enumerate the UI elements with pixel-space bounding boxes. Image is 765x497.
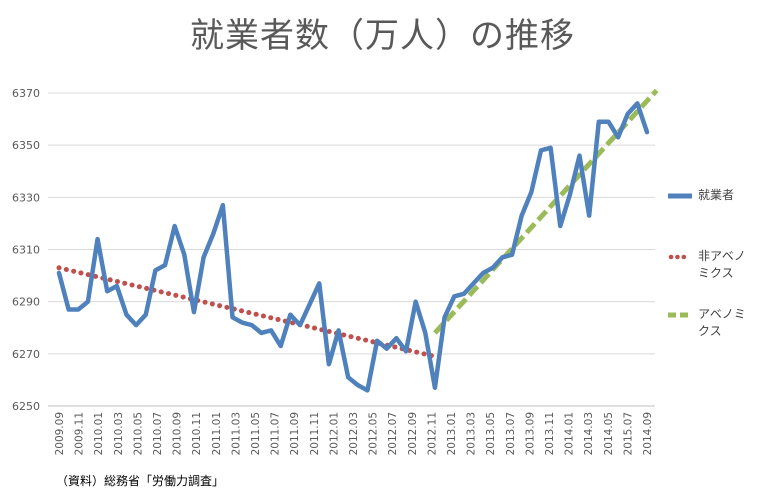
x-tick-label: 2014.03: [583, 412, 595, 455]
y-tick-label: 6250: [12, 400, 40, 413]
y-tick-label: 6350: [12, 139, 40, 152]
x-tick-label: 2013.11: [544, 412, 556, 455]
series-lines: [56, 101, 650, 393]
y-tick-label: 6310: [12, 244, 40, 257]
legend-label: アベノミクス: [698, 307, 746, 338]
gridlines: [48, 92, 655, 407]
legend-item-employed: 就業者: [668, 187, 750, 204]
x-tick-label: 2012.01: [328, 412, 340, 455]
source-note: （資料）総務省「労働力調査」: [56, 474, 225, 488]
y-tick-label: 6370: [12, 87, 40, 100]
x-tick-label: 2010.03: [113, 412, 125, 455]
x-tick-label: 2011.07: [270, 412, 282, 455]
x-tick-label: 2011.03: [230, 412, 242, 455]
x-tick-label: 2015.07: [622, 412, 634, 455]
legend-swatch-solid: [668, 193, 692, 199]
y-tick-labels: 6250 6270 6290 6310 6330 6350 6370: [12, 87, 40, 413]
x-tick-label: 2013.07: [505, 412, 517, 455]
legend-label: 非アベノミクス: [698, 249, 746, 280]
y-tick-label: 6270: [12, 348, 40, 361]
x-tick-label: 2014.09: [642, 412, 654, 455]
x-tick-label: 2012.03: [348, 412, 360, 455]
x-tick-label: 2009.09: [54, 412, 66, 455]
legend-swatch-dotted: [668, 254, 692, 260]
x-tick-label: 2010.01: [93, 412, 105, 455]
trend-lines: [56, 88, 659, 359]
x-tick-label: 2010.11: [191, 412, 203, 455]
series-line: [56, 101, 650, 393]
x-tick-label: 2012.07: [387, 412, 399, 455]
trend-line: [56, 265, 438, 359]
x-tick-label: 2013.01: [446, 412, 458, 455]
x-tick-label: 2011.09: [289, 412, 301, 455]
x-tick-label: 2012.09: [407, 412, 419, 455]
x-tick-label: 2011.05: [250, 412, 262, 455]
x-tick-label: 2010.07: [152, 412, 164, 455]
y-tick-label: 6290: [12, 296, 40, 309]
x-tick-labels: 2009.09 2009.11 2010.01 2010.03 2010.05 2010.…: [54, 412, 654, 455]
legend-item-non-abenomics: 非アベノミクス: [668, 248, 750, 282]
x-tick-label: 2010.09: [172, 412, 184, 455]
x-tick-label: 2010.05: [132, 412, 144, 455]
x-tick-label: 2013.03: [466, 412, 478, 455]
x-tick-label: 2011.11: [309, 412, 321, 455]
chart-title: 就業者数（万人）の推移: [190, 16, 575, 56]
legend-item-abenomics: アベノミクス: [668, 306, 750, 340]
x-tick-label: 2014.01: [564, 412, 576, 455]
x-tick-label: 2013.09: [524, 412, 536, 455]
x-tick-label: 2013.05: [485, 412, 497, 455]
y-tick-label: 6330: [12, 191, 40, 204]
legend-swatch-dashed: [668, 312, 692, 318]
legend-label: 就業者: [698, 188, 735, 202]
x-tick-label: 2011.01: [211, 412, 223, 455]
x-tick-label: 2009.11: [74, 412, 86, 455]
x-tick-label: 2014.05: [603, 412, 615, 455]
x-tick-label: 2012.05: [368, 412, 380, 455]
x-tick-label: 2012.11: [426, 412, 438, 455]
